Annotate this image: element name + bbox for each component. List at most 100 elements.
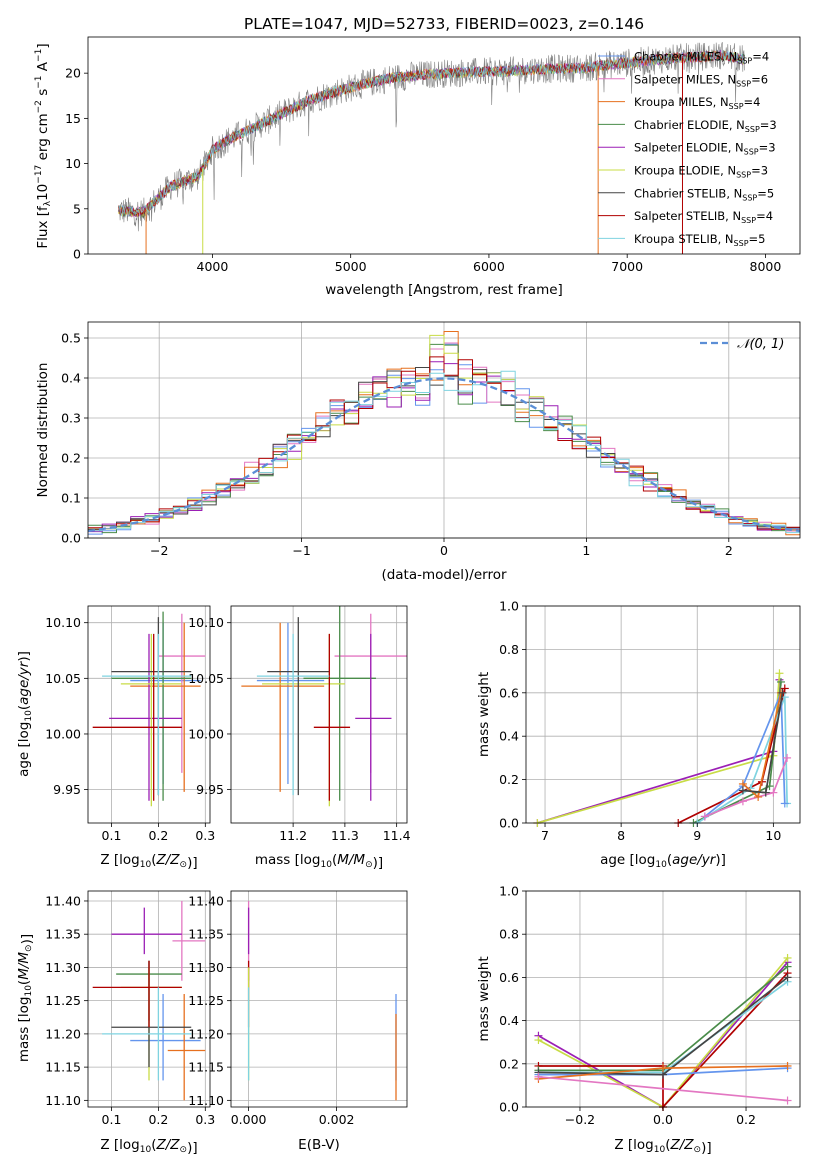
- x-tick-label: 11.4: [383, 828, 411, 843]
- x-tick-label: 0.002: [319, 1112, 355, 1127]
- legend-entry: Chabrier STELIB, NSSP=5: [634, 186, 774, 202]
- x-tick-label: 0: [440, 543, 448, 558]
- histogram-step: [88, 331, 800, 536]
- y-axis-label: mass [log10(M/M⊙)]: [16, 934, 35, 1062]
- legend-label: Kroupa MILES, N: [634, 95, 729, 109]
- x-tick-label: 9: [693, 828, 701, 843]
- y-tick-label: 15: [65, 111, 81, 126]
- y-tick-label: 11.30: [45, 960, 81, 975]
- legend-subscript: SSP: [729, 102, 744, 111]
- y-tick-label: 0.8: [499, 927, 519, 942]
- y-axis-label: mass weight: [476, 956, 492, 1041]
- y-tick-label: 0.2: [61, 451, 81, 466]
- legend-entry: Kroupa MILES, NSSP=4: [634, 95, 760, 111]
- series-line: [538, 1075, 788, 1102]
- y-tick-label: 20: [65, 66, 81, 81]
- x-tick-label: 11.2: [279, 828, 307, 843]
- x-tick-label: 0.1: [102, 828, 122, 843]
- series-line: [696, 696, 788, 824]
- legend-entry: 𝒩(0, 1): [737, 337, 784, 352]
- x-tick-label: 5000: [335, 259, 367, 274]
- legend-entry: Salpeter STELIB, NSSP=4: [634, 209, 773, 225]
- legend-count: =4: [752, 50, 769, 64]
- y-tick-label: 0.0: [61, 531, 81, 546]
- x-tick-label: 4000: [197, 259, 229, 274]
- y-axis-label: mass weight: [476, 672, 492, 757]
- y-axis-label: Flux [fλ10−17 erg cm−2 s−1 A−1]: [34, 43, 53, 248]
- y-tick-label: 11.35: [188, 927, 224, 942]
- axes-frame: [87, 36, 801, 255]
- normal-curve: [87, 377, 801, 533]
- y-tick-label: 1.0: [499, 599, 519, 614]
- legend-subscript: SSP: [744, 148, 759, 157]
- y-tick-label: 10.05: [45, 671, 81, 686]
- legend-label: Chabrier STELIB, N: [634, 186, 742, 200]
- x-tick-label: 2: [725, 543, 733, 558]
- y-tick-label: 11.40: [188, 893, 224, 908]
- y-axis-label: Normed distribution: [35, 363, 51, 498]
- legend-count: =3: [760, 118, 777, 132]
- y-tick-label: 11.15: [188, 1060, 224, 1075]
- x-tick-label: 10: [765, 828, 781, 843]
- x-tick-label: 6000: [473, 259, 505, 274]
- y-tick-label: 0.0: [499, 1100, 519, 1115]
- legend-label: Chabrier MILES, N: [634, 50, 737, 64]
- legend-subscript: SSP: [741, 216, 756, 225]
- y-tick-label: 0.2: [499, 1056, 519, 1071]
- y-tick-label: 10.10: [188, 615, 224, 630]
- y-tick-label: 10.00: [45, 726, 81, 741]
- chart-title: PLATE=1047, MJD=52733, FIBERID=0023, z=0…: [244, 15, 644, 33]
- legend-entry: Kroupa ELODIE, NSSP=3: [634, 164, 768, 180]
- y-tick-label: 0.6: [499, 970, 519, 985]
- legend-entry: Salpeter MILES, NSSP=6: [634, 72, 768, 88]
- y-tick-label: 1.0: [499, 884, 519, 899]
- legend-count: =3: [751, 164, 768, 178]
- x-tick-label: −1: [292, 543, 310, 558]
- legend-count: =4: [744, 95, 761, 109]
- y-tick-label: 0.4: [499, 1013, 519, 1028]
- y-tick-label: 10.10: [45, 615, 81, 630]
- legend-count: =5: [757, 186, 774, 200]
- y-tick-label: 0.4: [499, 729, 519, 744]
- x-tick-label: 0.3: [195, 828, 215, 843]
- y-tick-label: 0.5: [61, 331, 81, 346]
- y-tick-label: 11.35: [45, 927, 81, 942]
- series-line: [538, 972, 789, 1110]
- y-tick-label: 11.40: [45, 893, 81, 908]
- legend-count: =5: [749, 232, 766, 246]
- legend-entry: Chabrier ELODIE, NSSP=3: [634, 118, 777, 134]
- x-axis-label: (data-model)/error: [381, 567, 507, 583]
- y-tick-label: 11.30: [188, 960, 224, 975]
- y-tick-label: 0.0: [499, 816, 519, 831]
- x-tick-label: 0.2: [148, 828, 168, 843]
- y-tick-label: 11.10: [188, 1093, 224, 1108]
- x-tick-label: −2: [150, 543, 168, 558]
- x-axis-label: Z [log10(Z/Z⊙)]: [100, 852, 197, 871]
- legend-entry: Salpeter ELODIE, NSSP=3: [634, 141, 776, 157]
- legend-label: Kroupa ELODIE, N: [634, 164, 736, 178]
- legend-subscript: SSP: [736, 171, 751, 180]
- legend-count: =3: [759, 141, 776, 155]
- y-tick-label: 11.25: [188, 993, 224, 1008]
- x-axis-label: age [log10(age/yr)]: [600, 852, 726, 870]
- legend-count: =6: [751, 72, 768, 86]
- y-tick-label: 0.2: [499, 772, 519, 787]
- axes-frame: [230, 605, 408, 824]
- y-tick-label: 11.20: [45, 1026, 81, 1041]
- x-tick-label: −0.2: [565, 1112, 595, 1127]
- histogram-step: [88, 370, 800, 534]
- axes-frame: [525, 605, 801, 824]
- legend-subscript: SSP: [736, 79, 751, 88]
- x-tick-label: 7000: [611, 259, 643, 274]
- legend-subscript: SSP: [745, 125, 760, 134]
- x-tick-label: 0.000: [231, 1112, 267, 1127]
- y-tick-label: 0.8: [499, 642, 519, 657]
- x-tick-label: 11.3: [331, 828, 359, 843]
- x-axis-label: mass [log10(M/M⊙)]: [255, 852, 383, 871]
- y-tick-label: 11.10: [45, 1093, 81, 1108]
- y-tick-label: 0: [73, 247, 81, 262]
- y-tick-label: 0.1: [61, 491, 81, 506]
- y-tick-label: 11.25: [45, 993, 81, 1008]
- y-tick-label: 5: [73, 201, 81, 216]
- axes-frame: [230, 890, 408, 1108]
